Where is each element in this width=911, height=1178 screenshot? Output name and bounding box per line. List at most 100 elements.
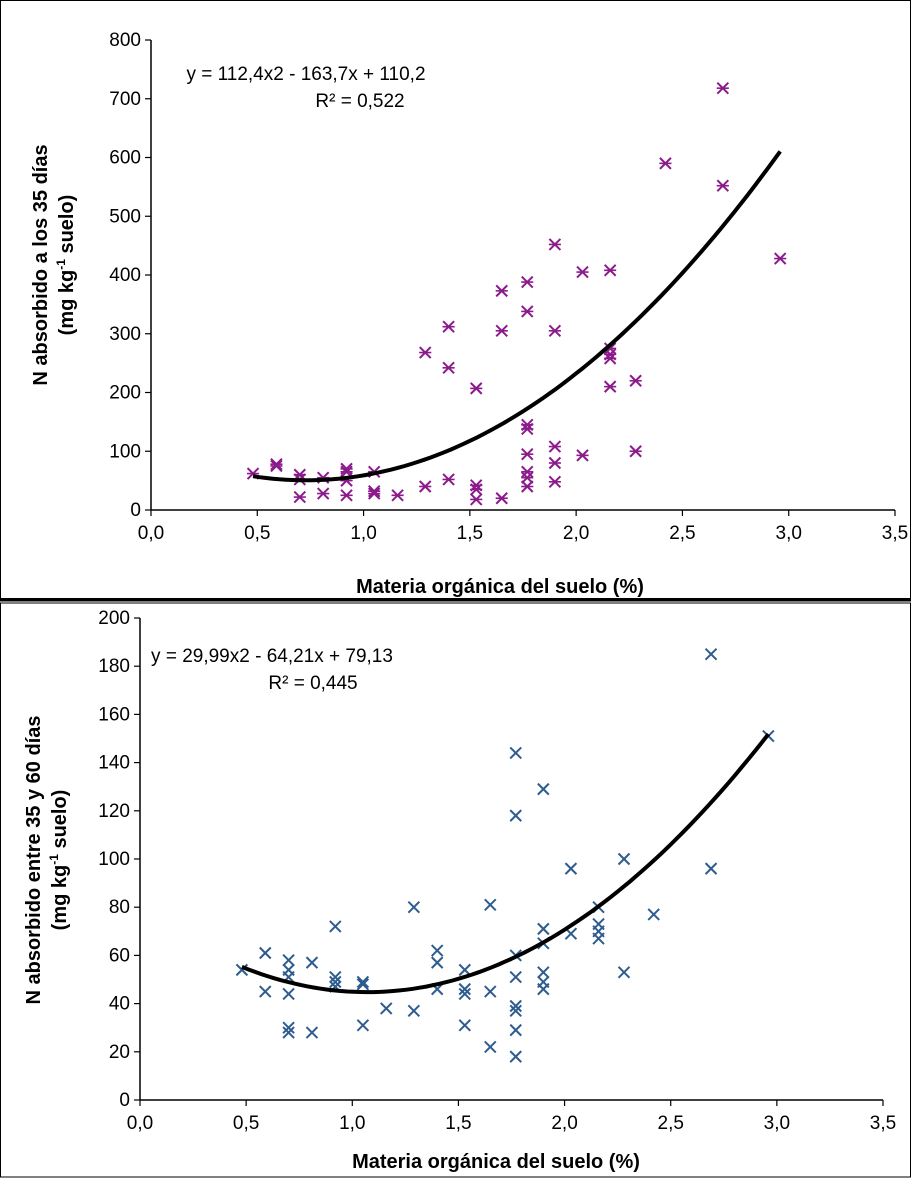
data-point: [521, 305, 534, 318]
trend-equation: y = 112,4x2 - 163,7x + 110,2: [186, 64, 425, 85]
x-tick-label: 0,0: [138, 523, 164, 544]
data-point: [419, 346, 432, 359]
y-tick-label: 40: [109, 994, 130, 1015]
data-point: [391, 489, 404, 502]
data-point: [537, 782, 550, 796]
data-point: [548, 324, 562, 338]
data-point: [576, 265, 589, 279]
x-axis-label: Materia orgánica del suelo (%): [356, 576, 644, 598]
x-tick-label: 2,5: [658, 1113, 684, 1134]
data-point: [548, 456, 562, 470]
data-point: [329, 975, 342, 989]
data-point: [407, 900, 421, 914]
x-tick-label: 2,0: [563, 523, 589, 544]
plot-area: 0 20 40 60 80 100 120 140 160 180 200 0,0 0,5 1,0 1,5 2…: [98, 608, 896, 1134]
y-tick-label: 180: [98, 656, 130, 677]
x-tick-label: 0,5: [244, 523, 270, 544]
data-point: [356, 975, 370, 989]
data-point: [458, 963, 472, 977]
y-tick-label: 0: [130, 500, 141, 521]
data-point: [259, 946, 272, 960]
y-tick-label: 300: [109, 324, 141, 345]
y-tick-label: 80: [109, 897, 130, 918]
plot-area: 0 100 200 300 400 500 600 700 800 0,0 0,5 1,0 1,5 2,0…: [109, 30, 908, 544]
y-tick-label: 100: [98, 849, 130, 870]
y-tick-label: 60: [109, 945, 130, 966]
data-point: [509, 746, 522, 760]
data-point: [603, 352, 617, 365]
y-tick-label: 700: [109, 89, 141, 110]
x-axis-label: Materia orgánica del suelo (%): [352, 1151, 640, 1173]
y-tick-label: 200: [98, 608, 130, 629]
trend-r2: R² = 0,522: [315, 91, 404, 112]
data-point: [564, 862, 578, 875]
trend-line: [252, 150, 782, 483]
data-point: [442, 320, 455, 333]
data-point: [548, 475, 562, 489]
data-point: [509, 1023, 522, 1037]
data-point: [270, 457, 283, 471]
y-tick-label: 800: [109, 30, 141, 51]
data-point: [380, 1002, 393, 1015]
x-tick-label: 1,0: [339, 1113, 365, 1134]
data-point: [495, 492, 508, 505]
data-point: [521, 275, 534, 289]
data-point: [592, 932, 605, 945]
data-point: [629, 445, 642, 458]
data-point: [293, 490, 307, 504]
chart-frame-bottom: [0, 602, 911, 1178]
data-point: [629, 374, 642, 387]
data-point: [259, 985, 272, 998]
data-point: [537, 966, 550, 979]
y-axis-label-line2: (mg kg-1 suelo): [54, 195, 78, 336]
data-point: [282, 954, 295, 967]
chart-n-35-days: 0 100 200 300 400 500 600 700 800 0,0 0,5 1,0 1,5 2,0…: [30, 30, 908, 598]
y-tick-label: 20: [109, 1042, 130, 1063]
data-point: [647, 908, 660, 921]
data-point: [356, 978, 370, 991]
trend-line: [241, 732, 770, 995]
x-tick-label: 1,5: [457, 523, 483, 544]
data-point: [576, 449, 589, 462]
data-point: [704, 647, 718, 661]
y-tick-label: 100: [109, 441, 141, 462]
data-point: [617, 966, 631, 979]
x-tick-label: 0,5: [233, 1113, 259, 1134]
y-axis-label-line1: N absorbido a los 35 días: [30, 144, 52, 385]
trend-equation: y = 29,99x2 - 64,21x + 79,13: [151, 646, 393, 667]
x-tick-label: 1,5: [445, 1113, 471, 1134]
data-point: [442, 361, 455, 375]
data-point: [617, 852, 631, 866]
data-point: [716, 81, 730, 95]
data-point: [509, 1004, 522, 1018]
data-point: [603, 264, 617, 277]
y-tick-label: 0: [119, 1090, 130, 1111]
y-tick-label: 500: [109, 206, 141, 227]
data-point: [419, 480, 432, 493]
data-point: [603, 380, 617, 393]
data-point: [495, 284, 508, 298]
data-point: [316, 487, 330, 500]
data-point: [484, 898, 497, 911]
trend-r2: R² = 0,445: [268, 673, 357, 694]
x-tick-label: 3,0: [764, 1113, 790, 1134]
data-point: [442, 473, 455, 486]
data-point: [495, 324, 508, 338]
y-tick-label: 400: [109, 265, 141, 286]
x-tick-label: 2,0: [551, 1113, 577, 1134]
data-point: [282, 1021, 295, 1034]
data-point: [509, 809, 522, 822]
y-axis-label-line1: N absorbido entre 35 y 60 días: [23, 716, 45, 1005]
data-point: [509, 999, 522, 1013]
y-tick-label: 120: [98, 801, 130, 822]
data-point: [470, 483, 483, 496]
data-point: [282, 1026, 295, 1039]
data-point: [484, 1040, 497, 1054]
data-point: [521, 465, 534, 479]
x-tick-label: 2,5: [669, 523, 695, 544]
data-point: [509, 970, 522, 984]
x-tick-label: 3,0: [776, 523, 802, 544]
data-point: [659, 157, 672, 170]
data-point: [548, 238, 562, 251]
